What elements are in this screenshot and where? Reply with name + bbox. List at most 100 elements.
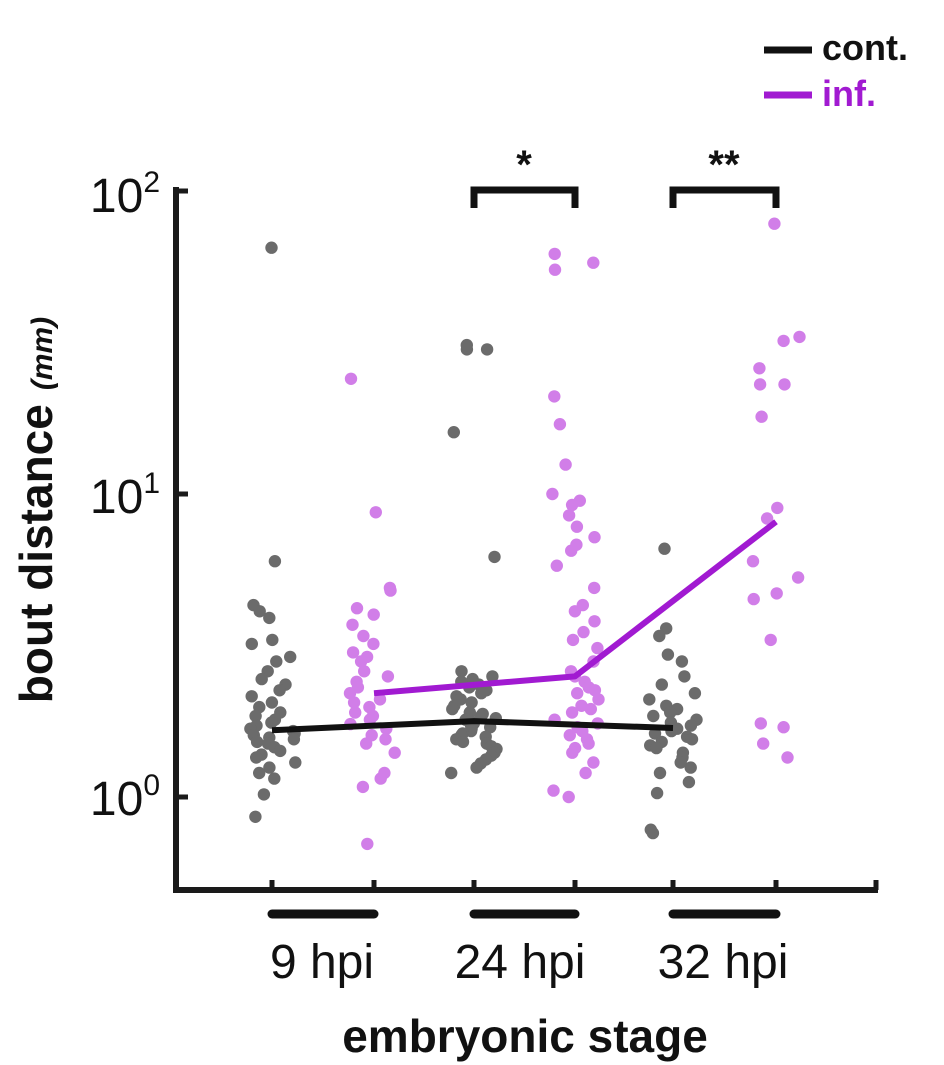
significance-bracket-32hpi: ** (669, 143, 780, 208)
median-line-inf (373, 519, 778, 697)
data-point-cont (653, 629, 666, 643)
data-point-cont (250, 751, 263, 764)
legend: cont. inf. (764, 27, 908, 114)
data-point-cont (685, 733, 699, 746)
data-point-inf (546, 487, 559, 501)
data-point-inf (367, 637, 380, 651)
data-point-inf (747, 592, 760, 606)
data-point-inf (768, 217, 781, 230)
data-point-cont (245, 637, 258, 651)
y-axis-ticks (176, 188, 188, 800)
data-point-cont (274, 744, 287, 758)
data-point-inf (588, 615, 601, 628)
data-point-inf (346, 618, 359, 631)
data-point-inf (764, 633, 777, 647)
data-point-inf (793, 330, 806, 344)
y-tick-10-exp: 1 (143, 467, 160, 500)
data-point-inf (553, 418, 567, 431)
y-tick-1-exp: 0 (143, 769, 160, 802)
data-point-inf (582, 737, 595, 750)
data-point-cont (475, 687, 488, 700)
data-point-inf (547, 784, 560, 797)
y-tick-100-exp: 2 (143, 166, 160, 199)
data-point-inf (548, 390, 561, 403)
data-point-inf (548, 263, 562, 276)
data-point-inf (369, 506, 382, 519)
data-point-inf (770, 587, 783, 600)
data-point-inf (778, 378, 791, 391)
data-point-inf (587, 756, 600, 769)
data-point-inf (373, 693, 387, 706)
data-point-cont (664, 706, 677, 719)
significance-label-32hpi: ** (708, 143, 740, 187)
data-point-cont (266, 633, 279, 647)
data-point-cont (253, 605, 266, 618)
legend-label-cont: cont. (822, 27, 908, 68)
data-point-inf (565, 498, 579, 512)
data-point-cont (678, 670, 691, 683)
data-point-inf (746, 555, 760, 568)
data-point-cont (684, 761, 697, 774)
data-point-inf (357, 629, 370, 643)
data-point-cont (661, 648, 675, 661)
data-point-inf (579, 766, 592, 780)
data-point-cont (674, 756, 687, 769)
data-point-inf (587, 256, 600, 269)
data-point-inf (592, 693, 605, 706)
data-point-cont (447, 426, 460, 439)
data-point-inf (584, 702, 597, 716)
data-point-cont (270, 655, 283, 668)
data-point-cont (643, 693, 656, 706)
data-point-cont (265, 696, 279, 709)
y-tick-label-1: 100 (90, 769, 160, 826)
bracket-32hpi (669, 186, 780, 208)
data-point-inf (781, 751, 794, 764)
data-point-cont (470, 761, 483, 774)
data-point-cont (257, 788, 271, 801)
data-point-inf (354, 655, 368, 668)
y-axis-title: bout distance (mm) (10, 317, 62, 703)
data-point-inf (562, 790, 575, 804)
x-tick-label-24hpi: 24 hpi (455, 936, 586, 989)
data-point-cont (460, 338, 473, 352)
data-point-cont (650, 786, 664, 800)
data-point-inf (753, 362, 766, 375)
median-line-cont (271, 718, 674, 734)
data-point-inf (760, 512, 774, 525)
data-point-inf (347, 696, 361, 709)
data-point-inf (361, 837, 374, 851)
data-point-cont (486, 670, 499, 683)
y-tick-label-100: 102 (90, 166, 160, 223)
data-point-inf (367, 608, 380, 621)
data-point-cont (287, 733, 301, 746)
data-point-inf (771, 501, 784, 515)
data-point-cont (446, 702, 459, 716)
data-point-inf (346, 646, 360, 659)
data-point-cont (284, 650, 297, 664)
data-point-inf (754, 717, 767, 730)
data-point-inf (588, 531, 601, 544)
y-tick-100-base: 10 (90, 170, 143, 223)
bracket-24hpi (470, 186, 579, 208)
y-axis-title-group: bout distance (mm) (10, 317, 62, 703)
data-point-inf (753, 378, 767, 391)
data-point-inf (559, 458, 572, 471)
y-axis-title-unit: (mm) (26, 317, 59, 390)
y-tick-10-base: 10 (90, 471, 143, 524)
data-point-cont (245, 690, 258, 703)
data-point-inf (358, 665, 371, 678)
y-axis-title-text: bout distance (10, 404, 62, 703)
data-point-cont (488, 550, 501, 564)
data-point-inf (588, 581, 601, 595)
data-point-cont (650, 741, 663, 755)
data-point-cont (263, 611, 276, 625)
data-point-inf (777, 334, 790, 348)
data-point-inf (570, 520, 584, 533)
data-point-inf (381, 670, 395, 683)
data-point-cont (263, 761, 276, 774)
data-point-cont (268, 772, 281, 785)
data-point-inf (566, 633, 580, 647)
data-point-inf (548, 247, 561, 261)
data-point-inf (777, 721, 790, 734)
